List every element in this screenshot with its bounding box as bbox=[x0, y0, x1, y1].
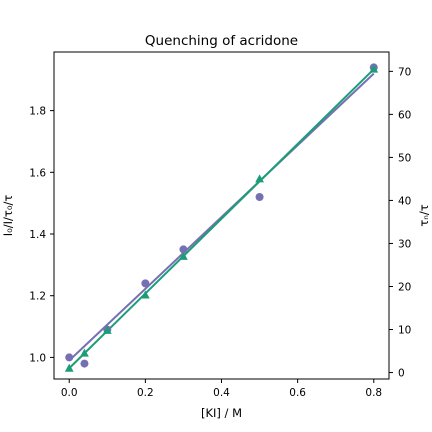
y-right-tick-label: 50 bbox=[398, 152, 411, 164]
y-right-tick-label: 40 bbox=[398, 195, 411, 207]
y-left-tick-label: 1.8 bbox=[29, 106, 46, 118]
fit-line-left bbox=[68, 72, 375, 362]
x-tick-label: 0.6 bbox=[289, 387, 306, 399]
data-point-triangle bbox=[255, 174, 264, 183]
chart-title: Quenching of acridone bbox=[145, 33, 298, 49]
y-left-tick-label: 1.6 bbox=[29, 167, 46, 179]
data-point-circle bbox=[65, 353, 74, 362]
x-tick-label: 0.4 bbox=[213, 387, 230, 399]
data-point-triangle bbox=[179, 251, 188, 260]
data-point-triangle bbox=[64, 363, 74, 372]
data-point-circle bbox=[179, 245, 188, 254]
fit-line-right bbox=[68, 68, 375, 369]
x-tick-label: 0.8 bbox=[365, 387, 382, 399]
x-tick-label: 0.0 bbox=[61, 387, 78, 399]
plot-area bbox=[64, 63, 379, 372]
y-right-tick-label: 20 bbox=[398, 281, 411, 293]
x-tick-label: 0.2 bbox=[137, 387, 154, 399]
data-point-circle bbox=[80, 359, 89, 368]
data-point-triangle bbox=[140, 290, 150, 299]
y-left-tick-label: 1.4 bbox=[29, 229, 46, 241]
y-left-axis-title: I₀/I/τ₀/τ bbox=[1, 195, 15, 237]
y-right-tick-label: 10 bbox=[398, 325, 411, 337]
y-right-tick-label: 60 bbox=[398, 109, 411, 121]
y-right-tick-label: 70 bbox=[398, 66, 411, 78]
y-left-tick-label: 1.0 bbox=[29, 352, 46, 364]
y-right-tick-label: 0 bbox=[398, 368, 405, 380]
data-point-triangle bbox=[369, 64, 379, 73]
data-point-circle bbox=[255, 192, 264, 201]
data-point-triangle bbox=[80, 348, 89, 357]
y-right-axis-title: τₙ/τ bbox=[417, 204, 431, 226]
y-left-tick-label: 1.2 bbox=[29, 291, 46, 303]
y-right-tick-label: 30 bbox=[398, 238, 411, 250]
data-point-triangle bbox=[102, 325, 112, 334]
x-axis-title: [KI] / M bbox=[201, 406, 242, 420]
axes: 0.0 0.2 0.4 0.6 0.8 1.0 1.2 1.4 1.6 1.8 0 10 20 30 40 5… bbox=[29, 51, 411, 399]
data-point-circle bbox=[141, 279, 150, 288]
